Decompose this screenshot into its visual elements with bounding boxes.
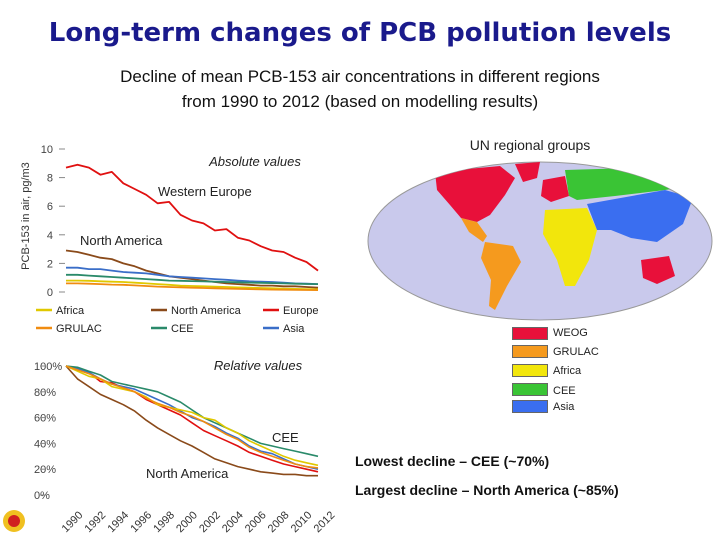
annotation-western-europe: Western Europe [158, 184, 252, 199]
absolute-series-cee [66, 273, 319, 285]
world-map [367, 161, 713, 321]
relative-y-tick-label: 60% [34, 413, 56, 425]
map-region-grulac-south-america [481, 242, 521, 310]
relative-x-tick-label: 2012 [312, 509, 338, 535]
subtitle-line-1: Decline of mean PCB-153 air concentratio… [120, 67, 600, 86]
relative-series-grulac [65, 365, 319, 469]
relative-x-tick-label: 2010 [289, 509, 315, 535]
relative-chart-title: Relative values [214, 358, 303, 373]
absolute-chart-title: Absolute values [208, 154, 301, 169]
map-region-africa [543, 208, 597, 286]
relative-x-tick-label: 1996 [128, 509, 154, 535]
absolute-y-tick-label: 4 [47, 230, 53, 242]
annotation-north-america-relative: North America [146, 466, 229, 481]
legend-label-asia: Asia [283, 323, 305, 335]
conclusion-largest-decline: Largest decline – North America (~85%) [355, 482, 619, 498]
legend-label-grulac: GRULAC [553, 346, 599, 358]
conclusion-lowest-decline: Lowest decline – CEE (~70%) [355, 453, 550, 469]
map-region-asia [587, 190, 693, 242]
relative-y-tick-label: 100% [34, 361, 62, 373]
relative-x-tick-label: 2000 [174, 509, 200, 535]
map-region-weog-greenland [515, 162, 540, 182]
relative-x-tick-label: 1990 [60, 509, 86, 535]
legend-label-grulac: GRULAC [56, 323, 102, 335]
absolute-y-tick-label: 6 [47, 201, 53, 213]
relative-y-tick-label: 20% [34, 464, 56, 476]
legend-label-weog: WEOG [553, 327, 588, 339]
legend-label-north-america: North America [171, 305, 242, 317]
absolute-y-tick-label: 10 [41, 144, 53, 156]
absolute-y-tick-label: 2 [47, 258, 53, 270]
legend-swatch-cee [512, 383, 548, 396]
relative-x-tick-label: 2006 [243, 509, 269, 535]
legend-label-africa: Africa [56, 305, 85, 317]
relative-y-tick-label: 40% [34, 438, 56, 450]
absolute-series-north-america [65, 249, 319, 289]
absolute-series-grulac [66, 282, 319, 291]
legend-label-africa: Africa [553, 365, 582, 377]
legend-label-cee: CEE [171, 323, 194, 335]
relative-y-tick-label: 0% [34, 490, 50, 502]
absolute-series-africa [66, 279, 319, 291]
map-region-grulac-central-america [461, 218, 487, 242]
legend-label-europe: Europe [283, 305, 318, 317]
legend-swatch-asia [512, 400, 548, 413]
legend-swatch-africa [512, 364, 548, 377]
relative-y-tick-label: 80% [34, 387, 56, 399]
absolute-y-tick-label: 0 [47, 287, 53, 299]
legend-swatch-weog [512, 327, 548, 340]
legend-label-cee: CEE [553, 385, 576, 397]
logo [3, 510, 25, 532]
relative-x-tick-label: 2004 [220, 509, 246, 535]
map-title: UN regional groups [469, 137, 591, 153]
relative-series-north-america [65, 365, 318, 477]
relative-x-tick-label: 2002 [197, 509, 223, 535]
relative-series-cee [65, 365, 319, 458]
absolute-y-axis-label: PCB-153 in air, pg/m3 [20, 162, 32, 270]
annotation-north-america: North America [80, 233, 163, 248]
absolute-series-asia [66, 266, 319, 285]
map-region-weog-australia [641, 256, 675, 284]
relative-x-tick-label: 1994 [105, 509, 131, 535]
relative-values-chart: 0%20%40%60%80%100%1990199219941996199820… [3, 358, 338, 535]
legend-label-asia: Asia [553, 401, 575, 413]
absolute-values-chart: PCB-153 in air, pg/m3 0 2 4 6 8 10 Absolute v… [20, 144, 319, 335]
subtitle-line-2: from 1990 to 2012 (based on modelling re… [181, 92, 539, 111]
map-region-weog-europe [541, 176, 569, 202]
annotation-cee: CEE [272, 430, 299, 445]
relative-x-tick-label: 1992 [83, 509, 109, 535]
page-title: Long-term changes of PCB pollution level… [48, 18, 672, 48]
absolute-series-europe [65, 163, 319, 272]
relative-x-tick-label: 1998 [151, 509, 177, 535]
relative-series-africa [65, 365, 319, 467]
absolute-y-tick-label: 8 [47, 173, 53, 185]
map-region-weog-north-america [435, 166, 515, 222]
legend-swatch-grulac [512, 345, 548, 358]
relative-x-tick-label: 2008 [266, 509, 292, 535]
